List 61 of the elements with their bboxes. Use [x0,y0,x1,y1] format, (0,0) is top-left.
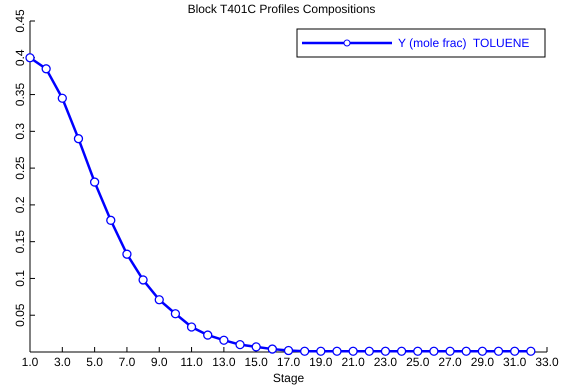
point [462,346,471,356]
point [58,94,67,103]
point [122,250,132,259]
point [252,342,261,352]
point [510,346,520,356]
point [494,346,504,356]
x-axis-title: Stage [272,371,305,385]
x-tick-label: 13.0 [212,355,236,369]
x-tick-label: 5.0 [86,355,104,369]
point [526,346,536,356]
point [284,346,294,356]
x-tick-label: 1.0 [22,355,39,369]
point [186,322,196,332]
chart-title: Block T401C Profiles Compositions [188,2,376,16]
x-tick-label: 27.0 [438,355,462,369]
point [429,346,439,356]
x-tick-label: 21.0 [341,355,366,369]
y-tick-label: 0.1 [13,270,27,287]
y-tick-label: 0.15 [13,230,27,254]
point [300,346,310,356]
y-tick-label: 0.05 [13,303,27,327]
point [268,344,277,354]
point [170,309,180,318]
point [396,346,406,356]
y-tick-label: 0.4 [13,49,27,66]
point [380,346,390,356]
point [348,346,358,356]
point [364,346,374,356]
x-tick-label: 17.0 [276,355,300,369]
y-tick-label: 0.3 [13,122,27,140]
x-tick-label: 11.0 [180,355,204,369]
legend: Y (mole frac) TOLUENE [296,28,546,58]
x-tick-label: 9.0 [150,355,168,369]
point [413,346,422,356]
point [106,216,116,225]
x-tick-label: 29.0 [470,355,494,369]
y-tick-label: 0.45 [13,9,27,33]
point [138,275,148,285]
x-tick-label: 31.0 [503,355,527,369]
point [445,346,455,356]
point [25,53,35,62]
x-tick-label: 33.0 [535,355,559,369]
point [74,134,84,144]
x-tick-label: 19.0 [309,355,333,369]
x-tick-label: 23.0 [374,355,398,369]
point [154,295,164,304]
point [316,346,326,356]
y-tick-label: 0.25 [13,156,27,180]
x-tick-label: 3.0 [54,355,71,369]
y-tick-label: 0.2 [13,196,27,214]
x-tick-label: 15.0 [244,355,268,369]
point [42,64,51,74]
y-tick-label: 0.35 [13,82,27,106]
x-tick-label: 25.0 [406,355,430,369]
point [478,346,488,356]
point [235,340,245,350]
point [90,177,100,187]
point [219,336,229,345]
point [203,330,212,340]
x-tick-label: 7.0 [118,355,136,369]
point [332,346,342,356]
